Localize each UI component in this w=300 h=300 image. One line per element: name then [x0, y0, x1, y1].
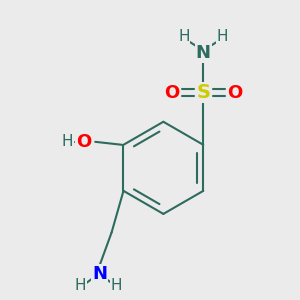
- Text: H: H: [110, 278, 122, 293]
- Text: O: O: [76, 133, 91, 151]
- Text: O: O: [227, 84, 242, 102]
- Text: H: H: [178, 29, 190, 44]
- Text: H: H: [75, 278, 86, 293]
- Text: H: H: [61, 134, 73, 149]
- Text: N: N: [92, 265, 107, 283]
- Text: N: N: [196, 44, 211, 62]
- Text: H: H: [217, 29, 228, 44]
- Text: S: S: [196, 83, 210, 102]
- Text: O: O: [164, 84, 180, 102]
